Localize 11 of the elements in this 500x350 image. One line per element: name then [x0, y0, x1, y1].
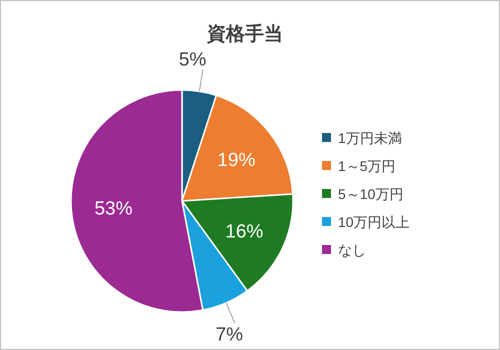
legend-label: なし [338, 242, 366, 258]
legend-label: 10万円以上 [338, 214, 410, 230]
chart-title: 資格手当 [206, 23, 283, 45]
data-label: 7% [216, 324, 244, 346]
data-label: 19% [217, 150, 256, 171]
legend-label: 1～5万円 [338, 158, 396, 174]
data-label: 5% [178, 49, 206, 70]
data-label: 53% [94, 198, 133, 220]
legend-label: 5～10万円 [338, 186, 404, 202]
legend-label: 1万円未満 [338, 130, 402, 146]
data-label: 16% [225, 221, 264, 242]
